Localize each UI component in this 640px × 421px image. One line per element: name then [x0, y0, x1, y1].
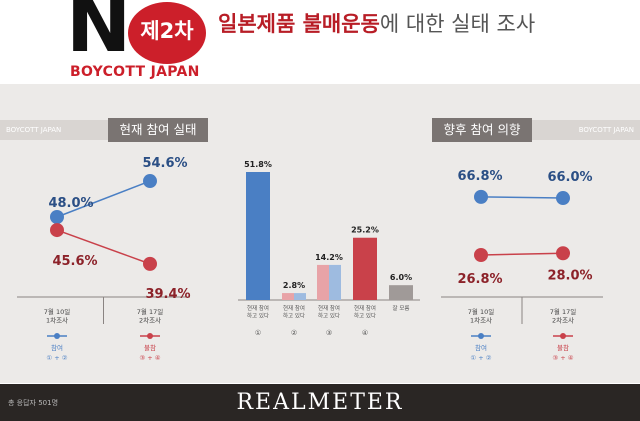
data-label-2-1-1: 28.0%	[547, 268, 592, 283]
logo-letter-n: N	[66, 0, 131, 70]
legend-dot-0-1	[147, 333, 153, 339]
data-point-0-0-0	[50, 210, 64, 224]
legend-dot-0-0	[54, 333, 60, 339]
title-rest: 에 대한 실태 조사	[379, 12, 536, 36]
x-label-2-0: 7월 10일	[468, 307, 494, 316]
legend-dot-2-0	[478, 333, 484, 339]
x-label-0-1: 7월 17일	[137, 307, 163, 316]
bar-category-num-0: ①	[255, 329, 261, 337]
bar-value-label-1: 2.8%	[283, 281, 305, 290]
legend-sub-0-1: ③ + ④	[139, 354, 160, 362]
bar-category-num-3: ④	[362, 329, 368, 337]
legend-name-0-1: 불참	[144, 343, 156, 352]
data-label-0-0-1: 54.6%	[142, 156, 187, 171]
data-label-0-1-0: 45.6%	[52, 254, 97, 269]
data-label-0-0-0: 48.0%	[48, 196, 93, 211]
legend-name-2-1: 불참	[557, 343, 569, 352]
bar-category-label-2: 현재 참여	[318, 304, 340, 312]
badge-text: 제2차	[140, 19, 194, 43]
legend-name-0-0: 참여	[51, 343, 63, 352]
left-strip: BOYCOTT JAPAN	[0, 120, 110, 140]
header: N 제2차 BOYCOTT JAPAN 일본제품 불매운동에 대한 실태 조사	[0, 0, 640, 84]
data-point-2-1-0	[474, 248, 488, 262]
data-label-2-0-1: 66.0%	[547, 170, 592, 185]
series-line-0-0	[56, 180, 151, 218]
bar-category-label-2: 하고 있다	[318, 312, 340, 320]
badge-circle: 제2차	[128, 2, 206, 64]
series-line-2-1	[480, 252, 564, 256]
bar-value-label-0: 51.8%	[244, 160, 272, 169]
x-label-0-1: 2차조사	[139, 316, 161, 325]
chart-panel: BOYCOTT JAPAN 현재 참여 실태 BOYCOTT JAPAN 향후 …	[0, 84, 640, 383]
bar-1-left	[282, 293, 294, 300]
right-strip: BOYCOTT JAPAN	[530, 120, 640, 140]
bar-value-label-3: 25.2%	[351, 226, 379, 235]
bar-3	[353, 237, 377, 300]
data-point-0-1-1	[143, 256, 157, 271]
legend-sub-2-0: ① + ②	[470, 354, 491, 362]
legend-sub-0-0: ① + ②	[46, 354, 67, 362]
x-label-0-0: 1차조사	[46, 316, 68, 325]
data-label-2-0-0: 66.8%	[457, 169, 502, 184]
bar-category-label-3: 현재 참여	[354, 304, 376, 312]
x-label-0-0: 7월 10일	[44, 307, 70, 316]
bar-category-num-2: ③	[326, 329, 332, 337]
legend-name-2-0: 참여	[475, 343, 487, 352]
data-point-2-0-0	[474, 189, 488, 204]
footer-brand: REALMETER	[236, 390, 404, 415]
legend-dot-2-1	[560, 333, 566, 339]
logo-subtitle: BOYCOTT JAPAN	[70, 64, 200, 80]
series-line-2-0	[480, 196, 564, 199]
bar-category-label-0: 현재 참여	[247, 304, 269, 312]
bar-category-label-1: 하고 있다	[283, 312, 305, 320]
footer-note: 총 응답자 501명	[8, 399, 59, 407]
bar-category-label-1: 현재 참여	[283, 304, 305, 312]
bar-2-right	[329, 264, 341, 300]
data-point-2-0-1	[556, 191, 570, 206]
bar-category-label-4: 잘 모름	[393, 304, 410, 312]
bar-value-label-2: 14.2%	[315, 253, 343, 262]
bar-0	[246, 172, 270, 300]
data-point-2-1-1	[556, 246, 570, 261]
footer: 총 응답자 501명 REALMETER	[0, 384, 640, 421]
right-section-label: 향후 참여 의향	[432, 118, 532, 142]
bar-1-right	[294, 293, 306, 300]
bar-4	[389, 285, 413, 300]
left-section-label: 현재 참여 실태	[108, 118, 208, 142]
bar-2-left	[317, 264, 329, 300]
x-label-2-1: 2차조사	[552, 316, 574, 325]
data-point-0-0-1	[143, 174, 157, 189]
bar-category-label-0: 하고 있다	[247, 312, 269, 320]
bar-category-num-1: ②	[291, 329, 297, 337]
page-title: 일본제품 불매운동에 대한 실태 조사	[218, 8, 535, 38]
data-label-2-1-0: 26.8%	[457, 272, 502, 287]
bar-category-label-3: 하고 있다	[354, 312, 376, 320]
x-label-2-1: 7월 17일	[550, 307, 576, 316]
legend-sub-2-1: ③ + ④	[552, 354, 573, 362]
title-strong: 일본제품 불매운동	[218, 12, 380, 36]
data-point-0-1-0	[50, 223, 64, 238]
series-line-0-1	[56, 229, 151, 265]
bar-value-label-4: 6.0%	[390, 273, 412, 282]
x-label-2-0: 1차조사	[470, 316, 492, 325]
data-label-0-1-1: 39.4%	[145, 287, 190, 302]
